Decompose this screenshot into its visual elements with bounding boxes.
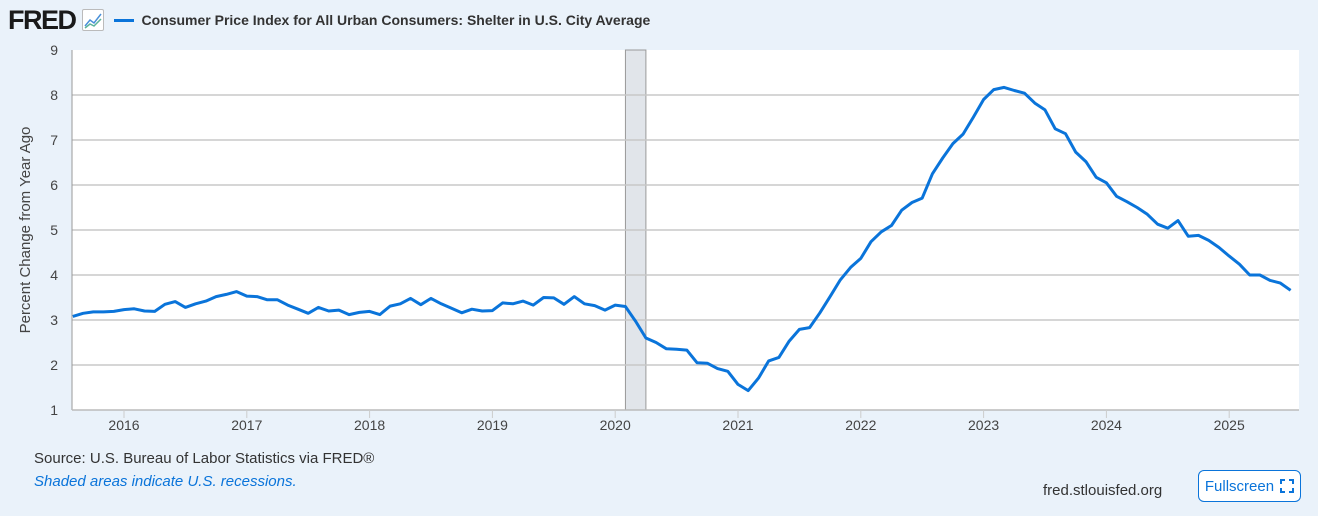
y-tick-label: 9 — [50, 42, 58, 58]
fred-logo[interactable]: FRED — [8, 4, 77, 35]
fullscreen-icon — [1280, 479, 1295, 493]
y-tick-label: 8 — [50, 87, 58, 103]
chart-area[interactable]: Percent Change from Year Ago 1 2 3 4 5 6 7 8 9 20… — [0, 0, 1318, 440]
x-tick-label: 2019 — [477, 417, 508, 433]
x-tick-label: 2017 — [231, 417, 262, 433]
chart-title[interactable]: Consumer Price Index for All Urban Consu… — [141, 12, 651, 28]
fullscreen-button[interactable]: Fullscreen — [1198, 470, 1301, 502]
x-tick-label: 2025 — [1214, 417, 1245, 433]
x-tick-label: 2021 — [722, 417, 753, 433]
x-tick-label: 2024 — [1091, 417, 1122, 433]
y-tick-label: 7 — [50, 132, 58, 148]
fullscreen-label: Fullscreen — [1204, 477, 1275, 495]
y-tick-label: 2 — [50, 357, 58, 373]
source-text: Source: U.S. Bureau of Labor Statistics … — [34, 450, 375, 467]
fred-url[interactable]: fred.stlouisfed.org — [1043, 482, 1163, 499]
y-tick-label: 4 — [50, 267, 58, 283]
series-line[interactable] — [72, 85, 1292, 393]
x-tick-label: 2023 — [968, 417, 999, 433]
x-tick-label: 2022 — [845, 417, 876, 433]
y-tick-label: 1 — [50, 402, 58, 418]
y-tick-label: 5 — [50, 222, 58, 238]
y-axis-label: Percent Change from Year Ago — [17, 127, 34, 334]
legend-swatch — [113, 18, 134, 22]
line-chart-icon — [81, 9, 104, 31]
x-tick-label: 2018 — [354, 417, 385, 433]
y-tick-label: 6 — [50, 177, 58, 193]
chart-header: FRED Consumer Price Index for All Urban … — [8, 4, 651, 35]
y-tick-label: 3 — [50, 312, 58, 328]
x-tick-label: 2020 — [600, 417, 631, 433]
x-tick-label: 2016 — [108, 417, 139, 433]
recession-note: Shaded areas indicate U.S. recessions. — [34, 473, 297, 490]
